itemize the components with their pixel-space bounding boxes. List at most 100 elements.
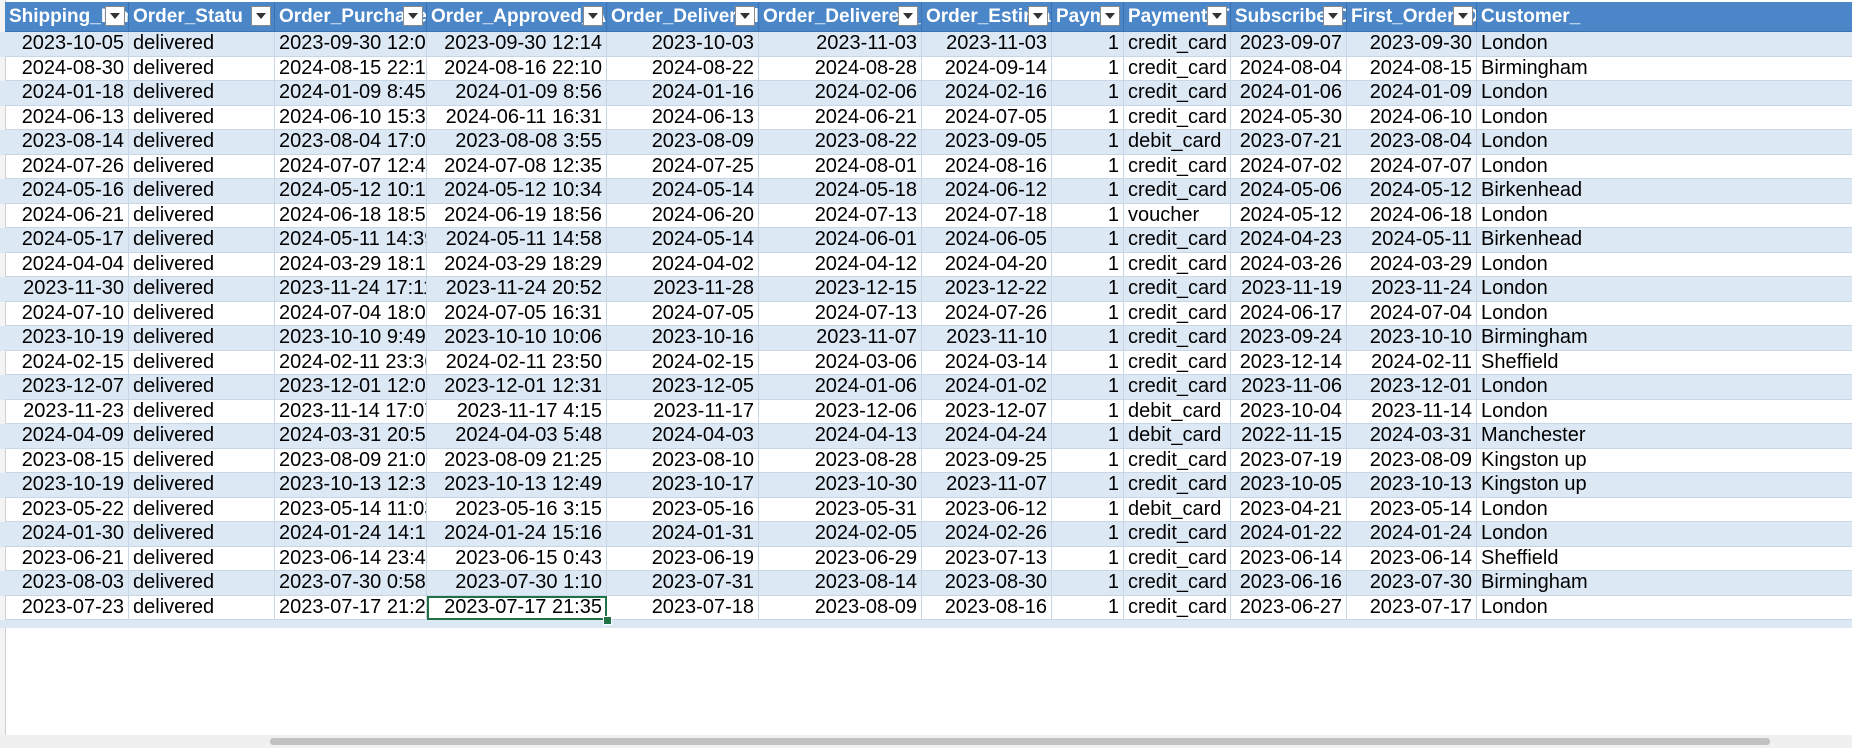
table-cell[interactable]: 2024-03-31 20:55 bbox=[275, 424, 427, 449]
table-cell[interactable]: 2023-06-14 bbox=[1347, 546, 1477, 571]
table-cell[interactable]: credit_card bbox=[1124, 326, 1231, 351]
table-cell[interactable]: delivered bbox=[129, 424, 275, 449]
table-cell[interactable]: credit_card bbox=[1124, 228, 1231, 253]
fill-handle[interactable] bbox=[603, 616, 612, 625]
table-cell[interactable]: 2023-10-19 bbox=[5, 473, 129, 498]
table-cell[interactable]: 2024-02-15 bbox=[607, 350, 759, 375]
table-cell[interactable]: 2024-05-12 10:17 bbox=[275, 179, 427, 204]
table-cell[interactable]: 2024-05-11 14:39 bbox=[275, 228, 427, 253]
table-cell[interactable]: 2023-10-17 bbox=[607, 473, 759, 498]
column-header[interactable]: Payme bbox=[1052, 2, 1124, 32]
table-cell[interactable]: 2023-08-09 21:25 bbox=[427, 448, 607, 473]
table-cell[interactable]: 2023-11-24 20:52 bbox=[427, 277, 607, 302]
table-cell[interactable]: 2024-07-18 bbox=[922, 203, 1052, 228]
table-cell[interactable]: 2024-06-21 bbox=[5, 203, 129, 228]
table-cell[interactable]: credit_card bbox=[1124, 571, 1231, 596]
table-cell[interactable]: 2023-11-19 bbox=[1231, 277, 1347, 302]
table-cell[interactable]: 2024-08-16 bbox=[922, 154, 1052, 179]
table-cell[interactable]: 2024-05-12 bbox=[1231, 203, 1347, 228]
table-cell[interactable]: delivered bbox=[129, 277, 275, 302]
table-cell[interactable]: 2023-09-05 bbox=[922, 130, 1052, 155]
filter-dropdown-icon[interactable] bbox=[251, 6, 271, 26]
table-cell[interactable]: 1 bbox=[1052, 595, 1124, 620]
column-header[interactable]: Shipping_Limit_ bbox=[5, 2, 129, 32]
table-cell[interactable]: 1 bbox=[1052, 130, 1124, 155]
table-cell[interactable]: 2024-04-13 bbox=[759, 424, 922, 449]
table-cell[interactable]: delivered bbox=[129, 326, 275, 351]
table-cell[interactable]: 2023-11-28 bbox=[607, 277, 759, 302]
table-cell[interactable]: 2024-08-16 22:10 bbox=[427, 56, 607, 81]
table-cell[interactable]: 2024-04-02 bbox=[607, 252, 759, 277]
table-cell[interactable]: 2023-10-10 9:49 bbox=[275, 326, 427, 351]
table-cell[interactable]: 2024-01-09 bbox=[1347, 81, 1477, 106]
table-cell[interactable]: 2024-04-20 bbox=[922, 252, 1052, 277]
table-cell[interactable]: 2024-09-14 bbox=[922, 56, 1052, 81]
table-cell[interactable]: 2023-12-14 bbox=[1231, 350, 1347, 375]
table-cell[interactable]: London bbox=[1477, 130, 1852, 155]
filter-dropdown-icon[interactable] bbox=[735, 6, 755, 26]
table-cell[interactable]: 2024-07-05 bbox=[922, 105, 1052, 130]
table-cell[interactable]: Birmingham bbox=[1477, 571, 1852, 596]
table-cell[interactable]: 2023-07-17 21:22 bbox=[275, 595, 427, 620]
table-cell[interactable]: 2024-06-18 bbox=[1347, 203, 1477, 228]
filter-dropdown-icon[interactable] bbox=[105, 6, 125, 26]
table-cell[interactable]: 2024-03-29 18:13 bbox=[275, 252, 427, 277]
table-cell[interactable]: 1 bbox=[1052, 179, 1124, 204]
table-cell[interactable]: 2023-09-07 bbox=[1231, 32, 1347, 57]
table-cell[interactable]: 2023-08-09 21:09 bbox=[275, 448, 427, 473]
table-cell[interactable]: London bbox=[1477, 32, 1852, 57]
table-cell[interactable]: 1 bbox=[1052, 546, 1124, 571]
table-cell[interactable]: 2023-12-15 bbox=[759, 277, 922, 302]
table-cell[interactable]: 2023-11-24 bbox=[1347, 277, 1477, 302]
table-cell[interactable]: 2023-10-05 bbox=[1231, 473, 1347, 498]
table-cell[interactable]: 2023-08-09 bbox=[607, 130, 759, 155]
table-cell[interactable]: 2024-06-10 bbox=[1347, 105, 1477, 130]
table-cell[interactable]: delivered bbox=[129, 130, 275, 155]
table-cell[interactable]: London bbox=[1477, 400, 1852, 424]
table-cell[interactable]: 1 bbox=[1052, 424, 1124, 449]
table-cell[interactable]: debit_card bbox=[1124, 497, 1231, 522]
table-cell[interactable]: 2024-06-19 18:56 bbox=[427, 203, 607, 228]
table-cell[interactable]: 2024-06-05 bbox=[922, 228, 1052, 253]
table-cell[interactable]: delivered bbox=[129, 81, 275, 106]
column-header[interactable]: Customer_ bbox=[1477, 2, 1852, 32]
column-header[interactable]: Order_Approved_At bbox=[427, 2, 607, 32]
selected-cell[interactable]: 2023-07-17 21:35 bbox=[427, 595, 607, 620]
table-cell[interactable]: credit_card bbox=[1124, 448, 1231, 473]
table-cell[interactable]: 2024-07-04 18:03 bbox=[275, 301, 427, 326]
table-cell[interactable]: 2023-06-14 bbox=[1231, 546, 1347, 571]
table-cell[interactable]: delivered bbox=[129, 350, 275, 375]
table-cell[interactable]: 2024-03-14 bbox=[922, 350, 1052, 375]
filter-dropdown-icon[interactable] bbox=[1323, 6, 1343, 26]
table-cell[interactable]: 2024-07-05 16:31 bbox=[427, 301, 607, 326]
table-cell[interactable]: 2024-08-15 22:13 bbox=[275, 56, 427, 81]
table-cell[interactable]: 2024-01-24 bbox=[1347, 522, 1477, 547]
table-cell[interactable]: delivered bbox=[129, 32, 275, 57]
table-cell[interactable]: 2023-07-23 bbox=[5, 595, 129, 620]
table-cell[interactable]: 2023-05-16 3:15 bbox=[427, 497, 607, 522]
table-cell[interactable]: credit_card bbox=[1124, 375, 1231, 400]
table-cell[interactable]: 2023-10-10 10:06 bbox=[427, 326, 607, 351]
table-cell[interactable]: 2024-07-13 bbox=[759, 301, 922, 326]
table-cell[interactable]: 2023-06-16 bbox=[1231, 571, 1347, 596]
table-cell[interactable]: Kingston up bbox=[1477, 449, 1852, 473]
table-cell[interactable]: 1 bbox=[1052, 203, 1124, 228]
table-cell[interactable]: 2023-07-30 bbox=[1347, 571, 1477, 596]
table-cell[interactable]: 2024-02-11 23:36 bbox=[275, 350, 427, 375]
table-cell[interactable]: 2023-08-09 bbox=[1347, 448, 1477, 473]
table-cell[interactable]: 2023-11-03 bbox=[922, 32, 1052, 57]
table-cell[interactable]: 2024-01-16 bbox=[607, 81, 759, 106]
filter-dropdown-icon[interactable] bbox=[898, 6, 918, 26]
table-cell[interactable]: Manchester bbox=[1477, 424, 1852, 449]
table-cell[interactable]: 2024-04-03 5:48 bbox=[427, 424, 607, 449]
table-cell[interactable]: 2024-08-22 bbox=[607, 56, 759, 81]
table-cell[interactable]: credit_card bbox=[1124, 252, 1231, 277]
table-cell[interactable]: 2023-11-03 bbox=[759, 32, 922, 57]
table-cell[interactable]: London bbox=[1477, 522, 1852, 547]
table-cell[interactable]: 2023-08-03 bbox=[5, 571, 129, 596]
table-cell[interactable]: 2023-12-22 bbox=[922, 277, 1052, 302]
table-cell[interactable]: 2024-02-06 bbox=[759, 81, 922, 106]
table-cell[interactable]: 2024-08-30 bbox=[5, 56, 129, 81]
table-cell[interactable]: 2023-06-12 bbox=[922, 497, 1052, 522]
table-cell[interactable]: 2023-10-13 12:49 bbox=[427, 473, 607, 498]
